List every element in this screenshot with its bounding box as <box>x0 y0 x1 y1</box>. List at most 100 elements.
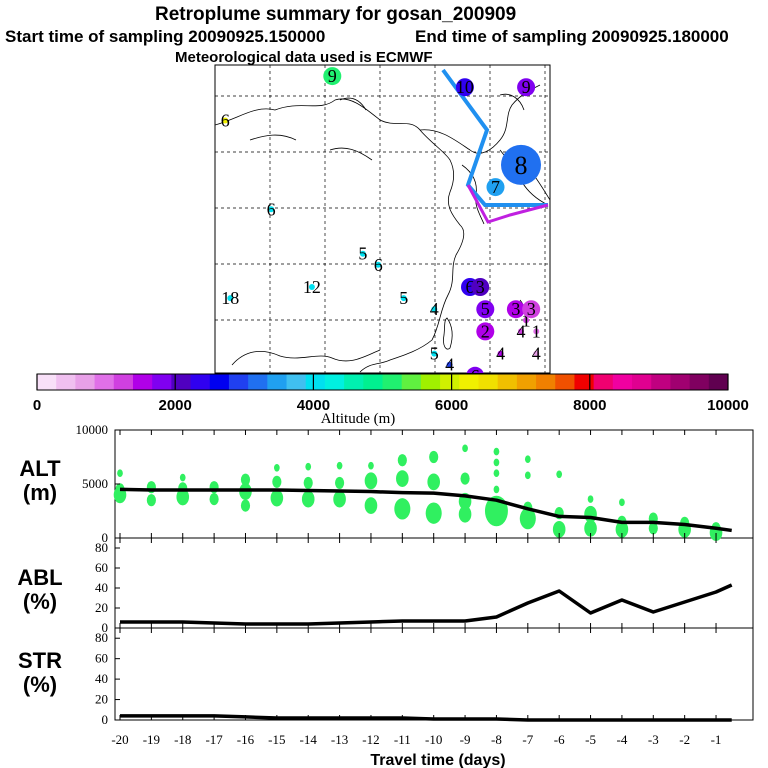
abl-y-tick-label: 80 <box>95 540 108 555</box>
colorbar-swatch <box>267 374 288 390</box>
colorbar-swatch <box>324 374 345 390</box>
colorbar-tick-labels: 0 2000 4000 6000 8000 10000 <box>33 374 749 414</box>
colorbar-swatch <box>593 374 614 390</box>
colorbar-swatch <box>113 374 134 390</box>
map-cluster-marker <box>533 328 540 335</box>
alt-scatter-points <box>113 444 723 541</box>
abl-y-tick-label: 20 <box>95 600 108 615</box>
map-cluster-marker <box>446 361 453 368</box>
end-time-text: End time of sampling 20090925.180000 <box>415 27 729 46</box>
alt-scatter-point <box>301 490 315 508</box>
map-cluster-marker <box>476 300 495 319</box>
x-tick-label: -4 <box>616 732 627 747</box>
met-data-text: Meteorological data used is ECMWF <box>175 49 433 66</box>
alt-scatter-point <box>364 497 378 514</box>
alt-scatter-point <box>209 493 219 506</box>
alt-scatter-point <box>272 475 282 488</box>
map-cluster-label: 4 <box>445 355 454 375</box>
str-label: (%) <box>23 672 57 697</box>
map-cluster-marker <box>471 278 490 296</box>
map-cluster-label: 5 <box>399 288 408 308</box>
alt-scatter-point <box>305 462 312 471</box>
alt-label: (m) <box>23 480 57 505</box>
map-cluster-label: 6 <box>466 277 475 297</box>
map-cluster-marker <box>476 322 495 341</box>
time-series-panels: -20 -19 -18 -17 -16 -15 -14 -13 -12 -11 -10 -9 -8 -7-… <box>17 422 754 747</box>
colorbar-tick-label: 0 <box>33 397 41 414</box>
trajectory-line-low <box>466 184 549 224</box>
map-cluster-label: 4 <box>517 321 526 341</box>
x-tick-label: -16 <box>237 732 255 747</box>
alt-scatter-point <box>524 471 531 480</box>
colorbar-swatch <box>344 374 364 390</box>
map-cluster-marker <box>533 350 540 357</box>
x-tick-label: -12 <box>362 732 379 747</box>
colorbar-swatch <box>555 374 575 390</box>
alt-scatter-point <box>429 450 439 464</box>
alt-scatter-point <box>364 472 378 490</box>
x-tick-label: -11 <box>394 732 411 747</box>
start-time-text: Start time of sampling 20090925.150000 <box>5 27 325 46</box>
map-cluster-marker <box>308 284 315 290</box>
map-cluster-marker <box>431 350 438 357</box>
colorbar-swatch <box>440 374 460 390</box>
map-cluster-label: 9 <box>522 77 531 97</box>
map-cluster-marker <box>486 178 505 197</box>
map-cluster-marker <box>227 295 234 302</box>
alt-scatter-point <box>587 495 594 503</box>
panel-text: -20 -19 -18 -17 -16 -15 -14 -13 -12 -11 -10 -9 -8 -7-… <box>17 422 721 747</box>
map-cluster-marker <box>506 300 525 319</box>
map-cluster-labels: 696561812545410987635234143146 <box>221 66 541 375</box>
alt-scatter-point <box>524 455 531 463</box>
map-cluster-marker <box>268 206 275 213</box>
alt-scatter-point <box>460 472 470 485</box>
colorbar-swatch <box>286 374 307 390</box>
map-cluster-marker <box>517 78 536 97</box>
alt-label: ALT <box>19 456 61 481</box>
alt-scatter-point <box>396 470 409 487</box>
colorbar-swatch <box>228 374 249 390</box>
map-cluster-label: 3 <box>527 299 536 319</box>
alt-scatter-point <box>493 469 500 478</box>
alt-scatter-point <box>179 473 186 482</box>
colorbar-swatch <box>363 374 383 390</box>
map-cluster-marker <box>455 78 474 97</box>
map-cluster-label: 9 <box>328 66 337 86</box>
abl-label: ABL <box>17 565 62 590</box>
colorbar-tick-label: 8000 <box>573 397 606 414</box>
colorbar-swatch <box>152 374 172 390</box>
colorbar-swatch <box>132 374 153 390</box>
map-cluster-marker <box>497 350 504 357</box>
str-y-tick-label: 0 <box>102 712 109 727</box>
colorbar-swatch <box>516 374 537 390</box>
x-tick-label: -10 <box>425 732 442 747</box>
alt-scatter-point <box>584 505 597 523</box>
alt-scatter-point <box>270 489 284 507</box>
str-y-tick-label: 80 <box>95 630 108 645</box>
map-cluster-marker <box>431 306 438 313</box>
colorbar-swatch <box>420 374 441 390</box>
figure-title: Retroplume summary for gosan_200909 <box>155 4 516 25</box>
map-cluster-label: 3 <box>476 277 485 297</box>
alt-scatter-point <box>335 476 345 490</box>
colorbar-swatch <box>670 374 691 390</box>
colorbar-swatch <box>574 374 595 390</box>
altitude-colorbar <box>36 373 729 391</box>
colorbar-swatch <box>248 374 268 390</box>
str-y-tick-label: 20 <box>95 692 108 707</box>
abl-label: (%) <box>23 589 57 614</box>
map-cluster-label: 5 <box>358 244 367 264</box>
colorbar-swatch <box>612 374 633 390</box>
colorbar-swatch <box>94 374 115 390</box>
abl-y-tick-label: 40 <box>95 580 108 595</box>
colorbar-tick-label: 4000 <box>297 397 330 414</box>
abl-y-tick-label: 0 <box>102 620 109 635</box>
map-cluster-label: 5 <box>481 299 490 319</box>
alt-y-tick-label: 5000 <box>82 476 108 491</box>
alt-scatter-point <box>240 499 251 512</box>
str-y-tick-label: 60 <box>95 651 108 666</box>
x-tick-label: -2 <box>679 732 690 747</box>
colorbar-swatch <box>536 374 556 390</box>
x-tick-label: -19 <box>143 732 160 747</box>
